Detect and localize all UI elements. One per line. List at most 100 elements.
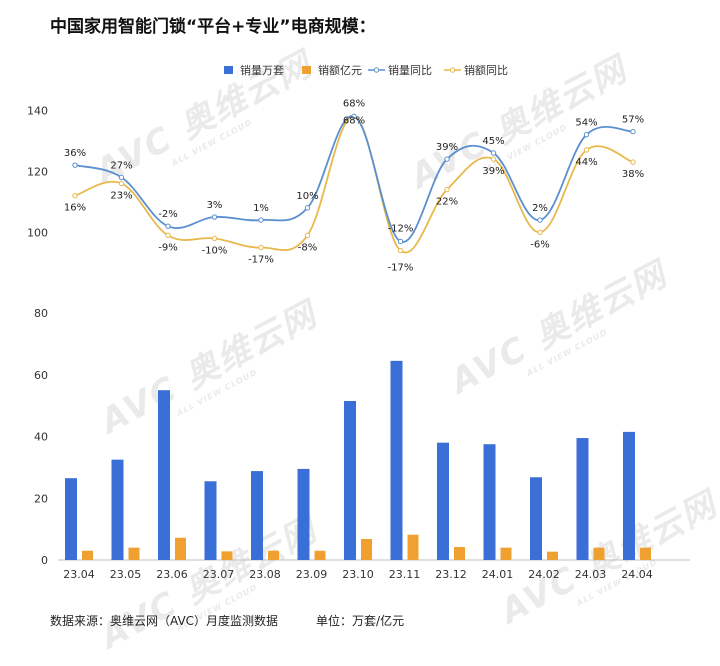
x-tick-label: 24.01 (482, 568, 514, 581)
y-tick-label: 100 (27, 226, 48, 239)
legend-label: 销额同比 (464, 63, 508, 77)
data-point (72, 192, 78, 199)
chart-legend: 销量万套 销额亿元 销量同比 销额同比 (224, 63, 508, 77)
bar-amount (175, 537, 186, 560)
bar-amount (221, 551, 233, 560)
data-point (537, 229, 543, 235)
bar-volume (530, 477, 542, 560)
data-label: -9% (158, 242, 177, 253)
bar-amount (128, 547, 140, 560)
data-point (118, 180, 125, 187)
data-point (72, 162, 78, 168)
x-tick-label: 23.12 (435, 568, 467, 581)
data-label: -12% (388, 223, 414, 234)
data-label: -10% (202, 245, 228, 256)
data-point (630, 159, 636, 165)
data-point (165, 232, 171, 239)
y-tick-label: 80 (34, 307, 48, 320)
data-label: 16% (64, 203, 86, 214)
bar-amount (82, 550, 93, 560)
legend-marker (373, 67, 380, 73)
chart-title: 中国家用智能门锁“平台+专业”电商规模： (50, 17, 376, 37)
data-point (118, 174, 125, 181)
data-point (490, 150, 497, 156)
data-label: 39% (482, 166, 504, 177)
data-source-note: 数据来源：奥维云网（AVC）月度监测数据 (50, 614, 279, 628)
bar-amount (361, 539, 372, 560)
data-label: 22% (436, 197, 458, 208)
bar-amount (500, 547, 512, 560)
bar-volume (623, 431, 635, 560)
bar-volume (204, 481, 217, 560)
bar-volume (437, 442, 449, 560)
x-tick-label: 23.09 (296, 568, 328, 581)
bar-volume (297, 468, 310, 560)
legend-label: 销量万套 (240, 63, 284, 77)
bar-amount (593, 547, 605, 560)
legend-swatch (224, 66, 233, 74)
bar-volume (483, 444, 496, 560)
x-tick-label: 23.08 (249, 568, 281, 581)
data-point (444, 186, 450, 193)
data-point (211, 214, 218, 220)
legend-label: 销额亿元 (318, 63, 362, 77)
legend-label: 销量同比 (388, 63, 432, 77)
data-point (397, 238, 404, 245)
data-point (490, 156, 497, 162)
data-point (397, 247, 404, 254)
bar-volume (251, 471, 263, 560)
x-tick-label: 24.04 (621, 568, 653, 581)
data-label: -17% (248, 255, 274, 266)
series-line-volume-yoy (74, 115, 634, 243)
y-tick-label: 60 (34, 369, 48, 382)
data-label: 27% (110, 160, 132, 171)
bar-amount (314, 550, 326, 560)
chart-canvas: 销量万套 销额亿元 销量同比 销额同比 100 120 140 36% 16% 27% 23% -2… (27, 63, 690, 581)
bar-amount (547, 551, 558, 560)
data-label: 3% (207, 200, 223, 211)
data-point (583, 131, 590, 138)
data-label: 36% (64, 148, 86, 159)
y-tick-label: 20 (34, 492, 48, 505)
unit-note: 单位：万套/亿元 (316, 614, 405, 628)
data-label: -8% (298, 242, 317, 253)
y-tick-label: 120 (27, 165, 48, 178)
bar-amount (268, 550, 279, 560)
data-point (211, 235, 218, 242)
bar-volume (576, 438, 589, 560)
data-label: 68% (343, 115, 365, 126)
data-point (304, 205, 311, 211)
x-tick-label: 23.05 (110, 568, 142, 581)
y-tick-label: 0 (41, 554, 48, 567)
sales-bar-chart: 0 20 40 60 80 23.04 23.05 23.06 23.07 23.08 23.09 2… (34, 307, 690, 581)
data-label: 1% (253, 203, 269, 214)
data-label: 45% (482, 136, 504, 147)
bar-volume (65, 478, 77, 560)
data-point (630, 128, 636, 135)
data-label: -2% (158, 209, 177, 220)
data-point (537, 217, 543, 223)
legend-swatch (302, 66, 311, 74)
x-tick-label: 23.10 (342, 568, 374, 581)
bar-amount (454, 547, 465, 560)
data-label: -17% (388, 263, 414, 274)
bar-volume (344, 400, 356, 560)
data-point (258, 217, 264, 223)
x-tick-label: 24.03 (575, 568, 607, 581)
x-tick-label: 23.04 (63, 568, 95, 581)
bar-volume (158, 390, 170, 560)
data-label: 54% (575, 118, 597, 129)
data-point (258, 244, 264, 251)
data-label: 23% (110, 190, 132, 201)
data-point (583, 147, 590, 153)
data-point (444, 156, 450, 162)
series-line-amount-yoy (74, 115, 634, 254)
data-point (351, 113, 357, 120)
data-label: 68% (343, 98, 365, 109)
bar-amount (640, 547, 651, 560)
data-label: 10% (296, 191, 318, 202)
chart-footer: 数据来源：奥维云网（AVC）月度监测数据 单位：万套/亿元 (50, 612, 404, 629)
y-tick-label: 140 (27, 104, 48, 117)
data-label: -6% (530, 239, 549, 250)
y-tick-label: 40 (34, 431, 48, 444)
